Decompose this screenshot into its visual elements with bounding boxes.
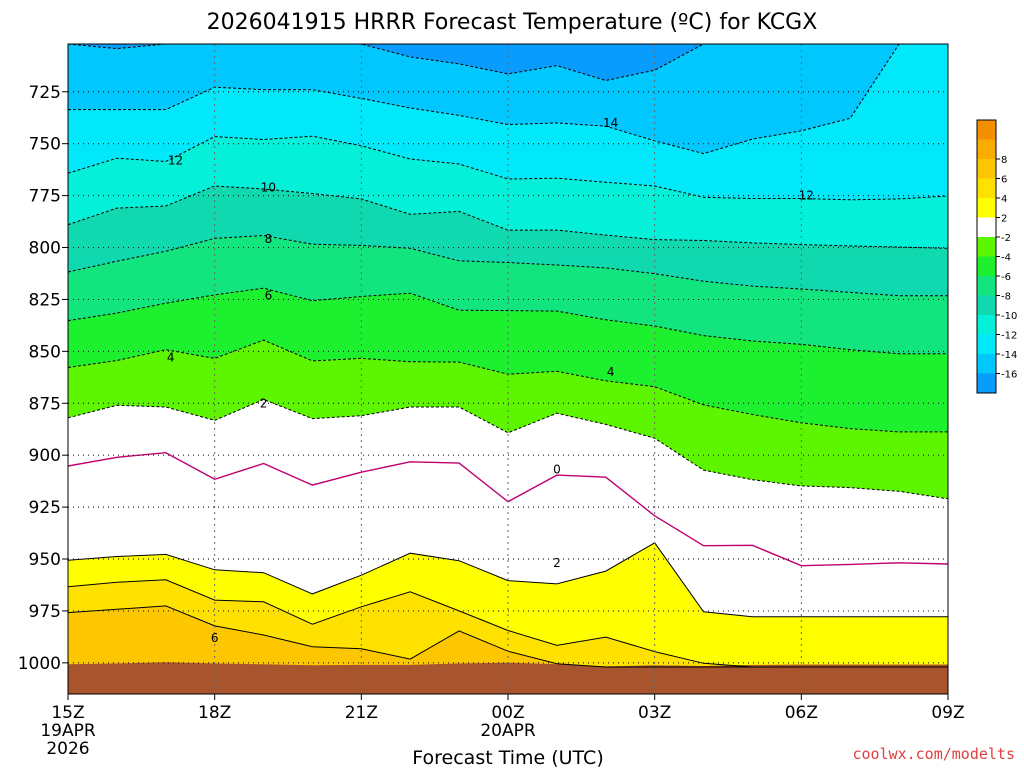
colorbar-label: 2 <box>1001 214 1007 225</box>
colorbar-label: -14 <box>1001 350 1017 361</box>
contour-label: 14 <box>603 116 618 130</box>
colorbar-band <box>977 256 996 276</box>
colorbar-label: 6 <box>1001 175 1007 186</box>
colorbar-band <box>977 276 996 296</box>
y-tick-label: 800 <box>29 239 61 259</box>
colorbar-band <box>977 139 996 159</box>
colorbar-band <box>977 217 996 237</box>
ground-fill <box>68 662 948 694</box>
contour-line <box>68 398 948 500</box>
contour-line <box>68 135 948 201</box>
y-axis-ticks: 725 750 775 800 825 850 875 900 925 950 975 1000 <box>18 83 68 674</box>
colorbar-label: -16 <box>1001 370 1017 381</box>
colorbar-band <box>977 198 996 218</box>
contour-line <box>68 234 948 297</box>
x-tick-label: 03Z <box>638 703 671 723</box>
colorbar-label: -2 <box>1001 233 1011 244</box>
x-tick-sublabel: 20APR <box>480 721 536 741</box>
temperature-band <box>68 186 948 296</box>
colorbar-label: 4 <box>1001 194 1007 205</box>
x-tick-sublabel: 19APR <box>40 721 96 741</box>
colorbar-band <box>977 315 996 335</box>
y-tick-label: 975 <box>29 602 61 622</box>
x-tick-sublabel: 2026 <box>46 739 89 759</box>
temperature-band <box>68 288 948 432</box>
contour-line <box>68 542 948 618</box>
contour-label: 2 <box>553 556 561 570</box>
contour-label: 6 <box>211 631 219 645</box>
colorbar-label: -8 <box>1001 292 1011 303</box>
credit-text: coolwx.com/modelts <box>852 745 1015 763</box>
colorbar-label: -12 <box>1001 331 1017 342</box>
y-tick-label: 950 <box>29 550 61 570</box>
temperature-band <box>68 44 948 200</box>
contour-label: 0 <box>553 463 561 477</box>
y-tick-label: 925 <box>29 498 61 518</box>
ground-area <box>68 662 948 694</box>
temperature-band <box>68 340 948 499</box>
contour-labels: 6 2 0 2 4 4 6 8 10 12 12 14 <box>167 116 814 645</box>
x-tick-label: 21Z <box>345 703 378 723</box>
temperature-band <box>68 452 948 617</box>
colorbar-label: 8 <box>1001 155 1007 166</box>
x-tick-label: 00Z <box>491 703 524 723</box>
contour-label: 4 <box>167 351 175 365</box>
gridlines <box>68 44 948 694</box>
y-tick-label: 900 <box>29 446 61 466</box>
colorbar-band <box>977 373 996 393</box>
temperature-band <box>68 136 948 249</box>
colorbar-band <box>977 295 996 315</box>
temperature-band <box>68 579 948 667</box>
contour-label: 12 <box>168 153 183 167</box>
y-tick-label: 775 <box>29 187 61 207</box>
y-tick-label: 875 <box>29 394 61 414</box>
colorbar-band <box>977 334 996 354</box>
x-tick-label: 06Z <box>785 703 818 723</box>
contour-line <box>68 185 948 249</box>
y-tick-label: 750 <box>29 135 61 155</box>
colorbar-label: -10 <box>1001 311 1017 322</box>
contour-label: 2 <box>260 396 268 410</box>
colorbar-band <box>977 237 996 257</box>
x-tick-label: 18Z <box>198 703 231 723</box>
colorbar-band <box>977 354 996 374</box>
colorbar-band <box>977 159 996 179</box>
contour-label: 6 <box>265 288 273 302</box>
contour-label: 4 <box>607 365 615 379</box>
y-tick-label: 825 <box>29 290 61 310</box>
temperature-band <box>68 542 948 667</box>
x-tick-label: 09Z <box>931 703 964 723</box>
contour-label: 10 <box>261 180 276 194</box>
colorbar-band <box>977 178 996 198</box>
y-tick-label: 725 <box>29 83 61 103</box>
colorbar-label: -6 <box>1001 272 1011 283</box>
contour-label: 8 <box>265 232 273 246</box>
y-tick-label: 1000 <box>18 654 61 674</box>
x-axis-label: Forecast Time (UTC) <box>412 747 603 768</box>
colorbar-band <box>977 120 996 140</box>
chart-title: 2026041915 HRRR Forecast Temperature (ºC… <box>207 10 818 35</box>
y-tick-label: 850 <box>29 342 61 362</box>
contour-line <box>68 579 948 668</box>
x-tick-label: 15Z <box>51 703 84 723</box>
contour-label: 12 <box>799 189 814 203</box>
contour-line <box>68 287 948 355</box>
colorbar-label: -4 <box>1001 253 1011 264</box>
temperature-band <box>68 235 948 354</box>
colorbar: 8 6 4 2 -2 -4 -6 -8 -10 -12 -14 -16 <box>976 119 1017 394</box>
